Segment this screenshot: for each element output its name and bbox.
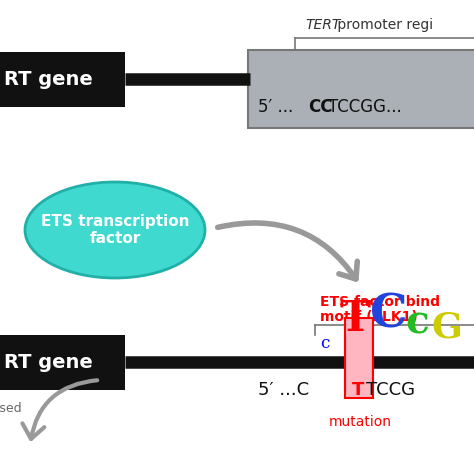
Text: promoter regi: promoter regi [333, 18, 433, 32]
Text: 5′ ...: 5′ ... [258, 98, 293, 116]
Text: c: c [405, 304, 429, 342]
Text: TERT: TERT [305, 18, 340, 32]
Text: G: G [432, 310, 463, 344]
Text: mutation: mutation [328, 415, 392, 429]
Text: T: T [352, 381, 365, 399]
Text: 5′ ...C: 5′ ...C [258, 381, 309, 399]
Text: c: c [320, 335, 329, 352]
Text: C: C [370, 291, 408, 337]
Ellipse shape [25, 182, 205, 278]
Text: TCCGG...: TCCGG... [328, 98, 402, 116]
FancyArrowPatch shape [22, 380, 97, 439]
Text: motif (ELK1): motif (ELK1) [320, 310, 418, 324]
Bar [0, 335, 125, 390]
Text: RT gene: RT gene [4, 353, 92, 372]
Text: TCCG: TCCG [366, 381, 415, 399]
Text: RT gene: RT gene [4, 70, 92, 89]
Text: CC: CC [308, 98, 332, 116]
Text: reased: reased [0, 401, 23, 414]
Text: T: T [340, 298, 371, 340]
Text: ETS transcription
factor: ETS transcription factor [41, 214, 189, 246]
Bar [248, 50, 474, 128]
Text: ETS factor bind: ETS factor bind [320, 295, 440, 309]
FancyArrowPatch shape [218, 223, 357, 279]
Bar [0, 52, 125, 107]
Bar [345, 318, 373, 398]
